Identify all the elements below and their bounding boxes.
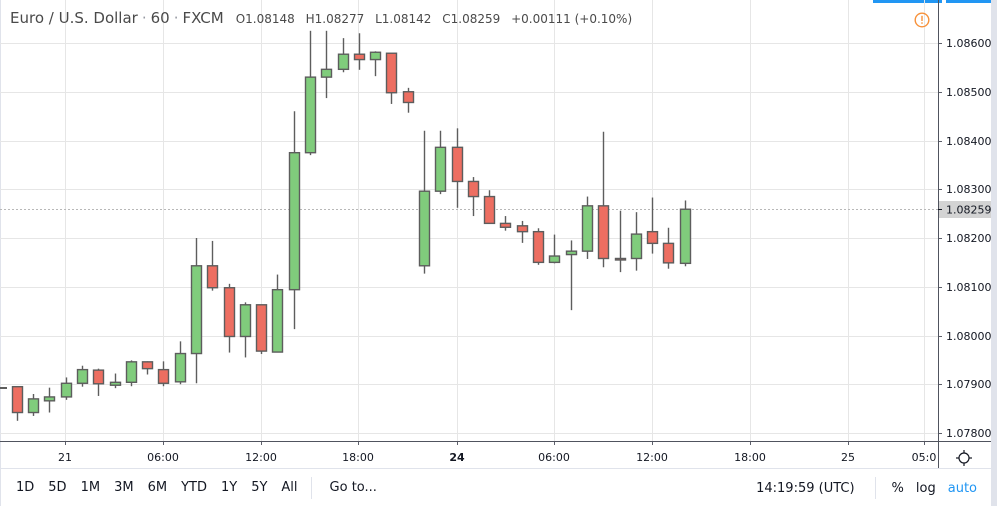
- range-5y-button[interactable]: 5Y: [251, 480, 268, 495]
- range-ytd-button[interactable]: YTD: [181, 480, 207, 495]
- svg-text:25: 25: [841, 451, 855, 464]
- svg-text:1.08000: 1.08000: [946, 330, 991, 343]
- ohlc-values: O1.08148 H1.08277 L1.08142 C1.08259 +0.0…: [236, 12, 639, 26]
- svg-text:1.08600: 1.08600: [946, 37, 991, 50]
- range-all-button[interactable]: All: [281, 480, 298, 495]
- top-accent-bar-2: [946, 0, 991, 3]
- range-1d-button[interactable]: 1D: [16, 480, 35, 495]
- low-value: L1.08142: [375, 12, 432, 26]
- range-1m-button[interactable]: 1M: [80, 480, 101, 495]
- svg-text:12:00: 12:00: [245, 451, 277, 464]
- svg-text:12:00: 12:00: [636, 451, 668, 464]
- svg-text:1.07900: 1.07900: [946, 378, 991, 391]
- high-value: H1.08277: [305, 12, 365, 26]
- symbol-legend: Euro / U.S. Dollar · 60 · FXCM O1.08148 …: [10, 9, 639, 31]
- svg-text:18:00: 18:00: [342, 451, 374, 464]
- open-value: O1.08148: [235, 12, 295, 26]
- change-value: +0.00111 (+0.10%): [511, 12, 633, 26]
- svg-text:1.08400: 1.08400: [946, 135, 991, 148]
- auto-toggle[interactable]: auto: [947, 480, 977, 496]
- svg-text:21: 21: [58, 451, 72, 464]
- exchange: FXCM: [182, 9, 224, 27]
- svg-text:18:00: 18:00: [734, 451, 766, 464]
- price-axis[interactable]: 1.08600 1.08500 1.08400 1.08300 1.08200 1.081…: [938, 0, 991, 468]
- interval[interactable]: 60: [150, 9, 170, 27]
- bottom-toolbar: 1D 5D 1M 3M 6M YTD 1Y 5Y All Go to... 14…: [0, 468, 991, 506]
- alert-circle-icon[interactable]: [914, 12, 930, 28]
- left-border: [0, 0, 1, 506]
- candles: [0, 30, 692, 421]
- top-accent-bar: [873, 0, 942, 3]
- clock[interactable]: 14:19:59 (UTC): [756, 480, 855, 496]
- log-toggle[interactable]: log: [915, 480, 936, 496]
- svg-text:1.07800: 1.07800: [946, 427, 991, 440]
- svg-text:24: 24: [449, 451, 465, 464]
- svg-text:1.08500: 1.08500: [946, 86, 991, 99]
- svg-text:1.08259: 1.08259: [946, 204, 991, 217]
- svg-text:1.08200: 1.08200: [946, 232, 991, 245]
- symbol-name[interactable]: Euro / U.S. Dollar: [10, 9, 138, 27]
- time-axis[interactable]: 21 06:00 12:00 18:00 24 06:00 12:00 18:00 25 05:0: [0, 441, 991, 464]
- right-scrollbar[interactable]: [991, 0, 997, 506]
- close-value: C1.08259: [442, 12, 501, 26]
- candlestick-chart[interactable]: 1.08600 1.08500 1.08400 1.08300 1.08200 1.081…: [0, 0, 991, 468]
- separator: ·: [173, 9, 179, 27]
- divider: [874, 477, 876, 499]
- range-6m-button[interactable]: 6M: [147, 480, 168, 495]
- svg-text:06:00: 06:00: [147, 451, 179, 464]
- svg-text:1.08300: 1.08300: [946, 183, 991, 196]
- range-5d-button[interactable]: 5D: [48, 480, 67, 495]
- gear-icon[interactable]: [955, 449, 973, 467]
- svg-text:06:00: 06:00: [538, 451, 570, 464]
- svg-text:1.08100: 1.08100: [946, 281, 991, 294]
- grid-lines: [0, 0, 938, 441]
- separator: ·: [141, 9, 147, 27]
- divider: [310, 476, 312, 499]
- goto-button[interactable]: Go to...: [329, 480, 377, 495]
- svg-text:05:0: 05:0: [912, 451, 937, 464]
- right-tools: 14:19:59 (UTC) % log auto: [756, 469, 983, 506]
- range-1y-button[interactable]: 1Y: [220, 480, 238, 495]
- percent-toggle[interactable]: %: [891, 480, 904, 496]
- range-3m-button[interactable]: 3M: [114, 480, 134, 495]
